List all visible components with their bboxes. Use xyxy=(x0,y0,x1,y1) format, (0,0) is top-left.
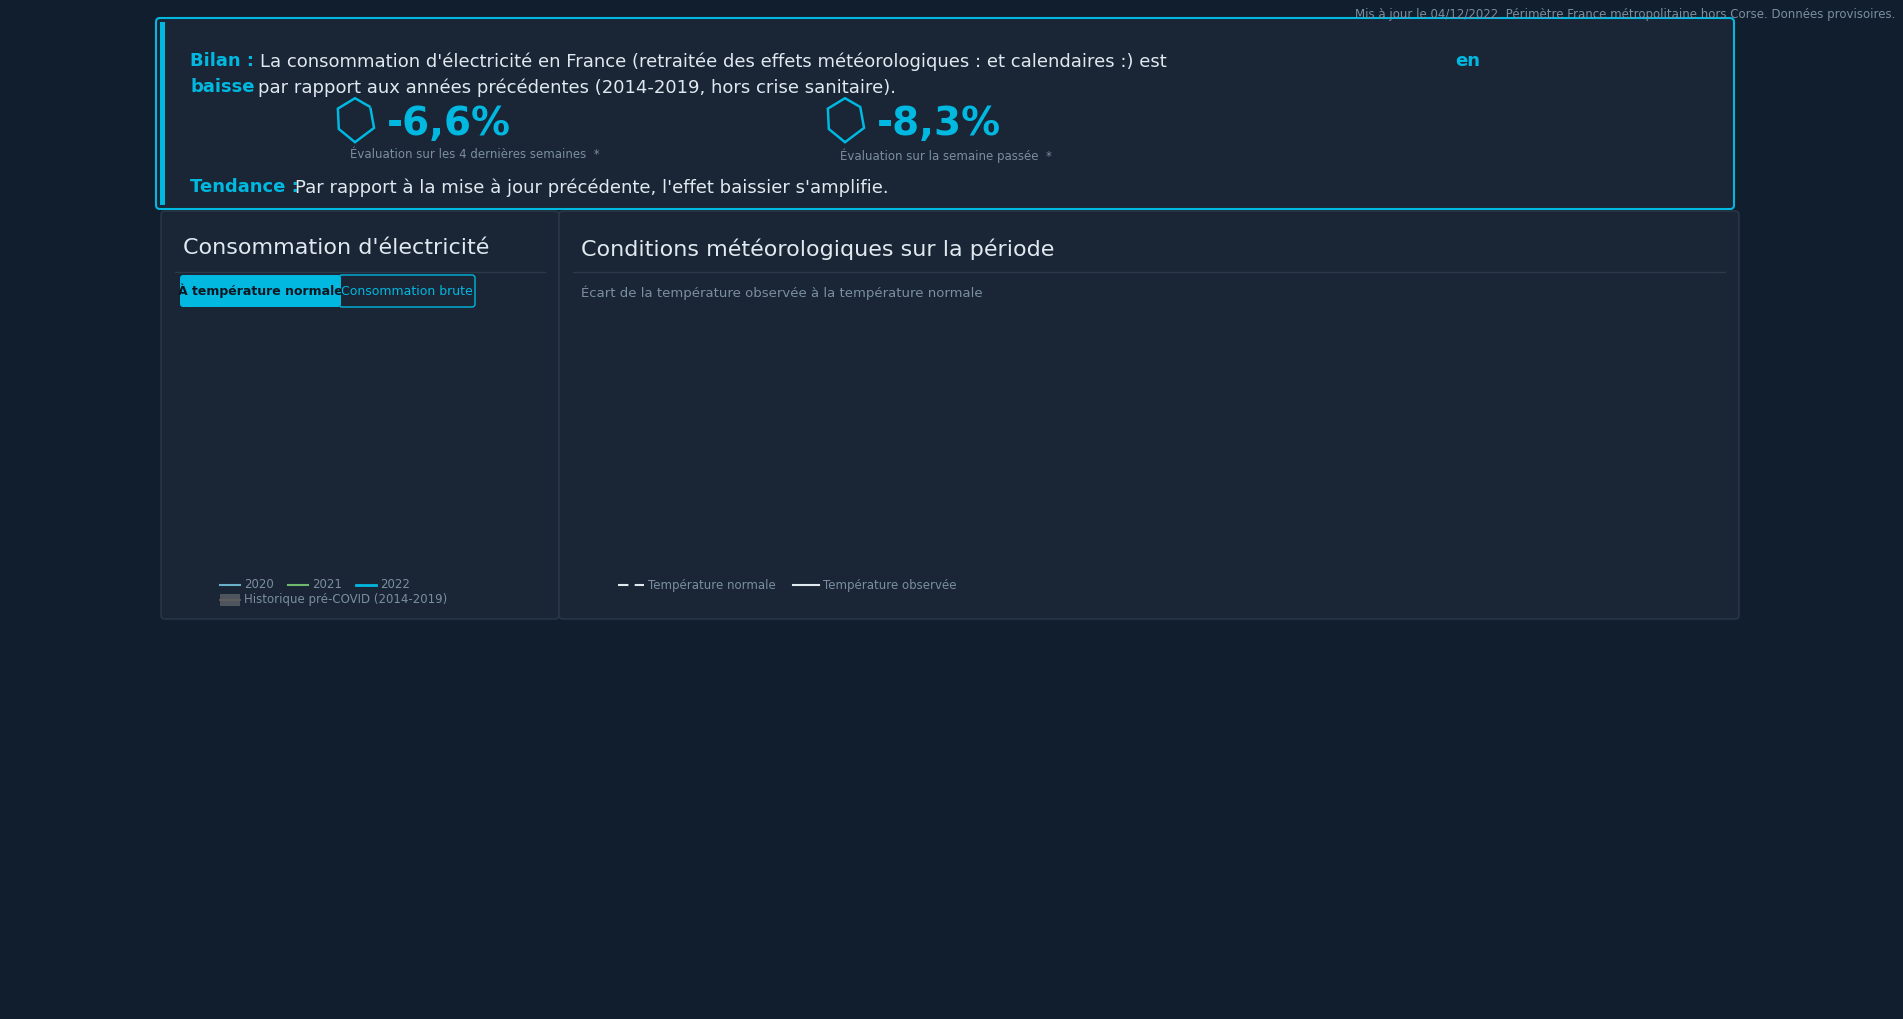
Text: 2022: 2022 xyxy=(381,579,409,591)
Text: © RTE: © RTE xyxy=(1667,555,1697,565)
FancyBboxPatch shape xyxy=(162,211,559,619)
Text: Tendance :: Tendance : xyxy=(190,178,304,196)
Text: en: en xyxy=(1456,52,1481,70)
Text: Historique pré-COVID (2014-2019): Historique pré-COVID (2014-2019) xyxy=(244,593,447,606)
Text: Par rapport à la mise à jour précédente, l'effet baissier s'amplifie.: Par rapport à la mise à jour précédente,… xyxy=(295,178,889,197)
Text: Mis à jour le 04/12/2022. Périmètre France métropolitaine hors Corse. Données pr: Mis à jour le 04/12/2022. Périmètre Fran… xyxy=(1355,8,1895,21)
Bar xyxy=(160,22,166,205)
Text: Évaluation sur la semaine passée  *: Évaluation sur la semaine passée * xyxy=(839,148,1052,162)
Text: -6,6%: -6,6% xyxy=(386,105,512,143)
Text: La consommation d'électricité en France (retraitée des effets météorologiques : : La consommation d'électricité en France … xyxy=(261,52,1172,70)
FancyBboxPatch shape xyxy=(559,211,1739,619)
Text: Bilan :: Bilan : xyxy=(190,52,261,70)
Bar xyxy=(221,594,240,606)
Text: baisse: baisse xyxy=(190,78,255,96)
Text: Température observée: Température observée xyxy=(822,579,957,591)
Y-axis label: Puissance (GW): Puissance (GW) xyxy=(181,396,194,488)
Text: Écart de la température observée à la température normale: Écart de la température observée à la te… xyxy=(580,285,982,300)
Text: Conditions météorologiques sur la période: Conditions météorologiques sur la périod… xyxy=(580,238,1054,260)
Text: Consommation brute: Consommation brute xyxy=(341,284,472,298)
Text: 2020: 2020 xyxy=(244,579,274,591)
FancyBboxPatch shape xyxy=(156,18,1734,209)
Text: Évaluation sur les 4 dernières semaines  *: Évaluation sur les 4 dernières semaines … xyxy=(350,148,599,161)
FancyBboxPatch shape xyxy=(181,275,341,307)
Y-axis label: Température (°C): Température (°C) xyxy=(579,391,592,493)
Text: Température normale: Température normale xyxy=(649,579,776,591)
Text: Consommation d'électricité: Consommation d'électricité xyxy=(183,238,489,258)
Text: © RTE: © RTE xyxy=(502,555,533,565)
Text: -8,3%: -8,3% xyxy=(877,105,1001,143)
Text: À température normale: À température normale xyxy=(179,283,343,299)
Text: par rapport aux années précédentes (2014-2019, hors crise sanitaire).: par rapport aux années précédentes (2014… xyxy=(259,78,896,97)
Text: 2021: 2021 xyxy=(312,579,343,591)
